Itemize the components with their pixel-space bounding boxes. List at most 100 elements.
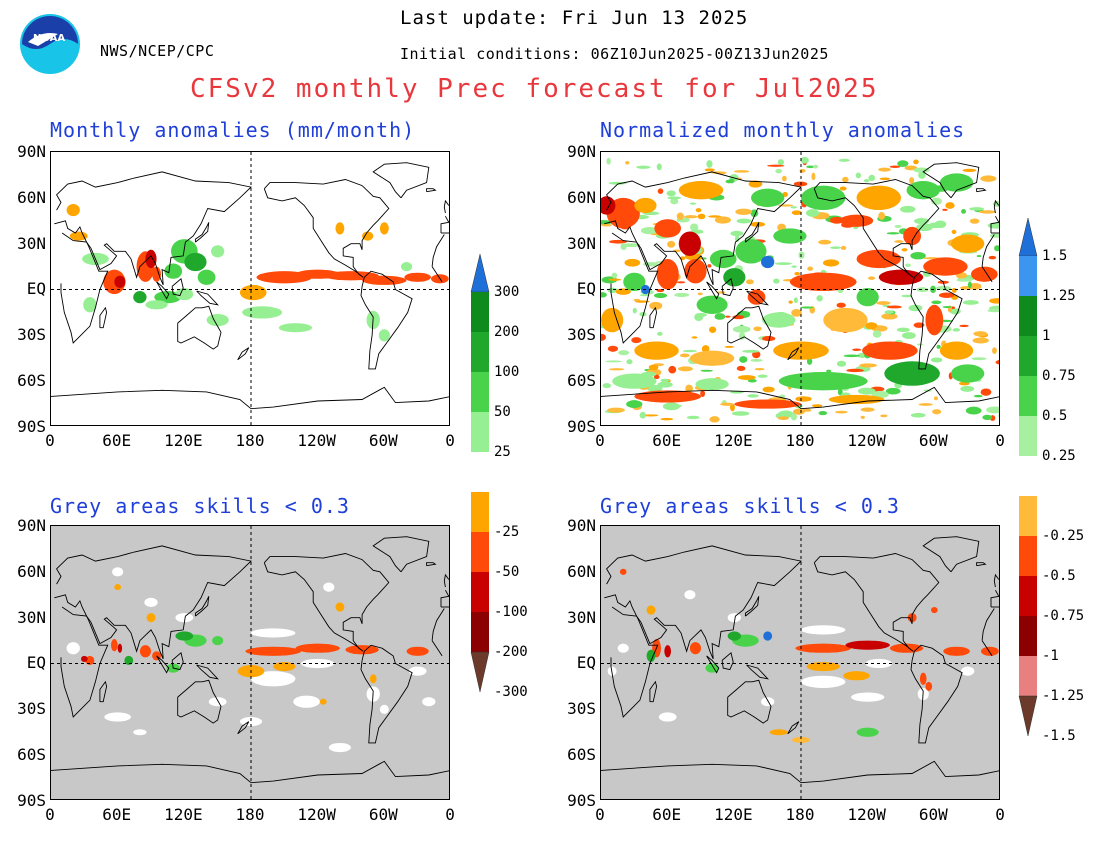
lat-label: 60N	[17, 187, 46, 207]
anomaly-patch	[818, 239, 832, 245]
lat-label: EQ	[576, 653, 596, 673]
coastline	[746, 290, 769, 306]
lat-label: 60N	[567, 561, 596, 581]
anomaly-patch	[886, 232, 900, 235]
anomaly-patch	[736, 218, 752, 224]
anomaly-patch	[951, 287, 957, 293]
anomaly-patch	[994, 245, 999, 252]
anomaly-patch	[709, 249, 737, 269]
anomaly-patch	[601, 292, 607, 298]
coastline	[156, 655, 170, 674]
anomaly-patch	[867, 276, 876, 280]
lon-label: 60E	[102, 805, 132, 824]
anomaly-patch	[799, 168, 806, 173]
lat-label: 60S	[567, 371, 596, 390]
anomaly-patch	[653, 293, 668, 299]
anomaly-patch	[667, 240, 676, 248]
anomaly-patch	[747, 289, 766, 305]
anomaly-patch	[884, 310, 894, 315]
lon-label: 180	[785, 805, 815, 824]
anomaly-patch	[791, 210, 802, 216]
anomaly-patch	[973, 331, 988, 337]
anomaly-patch	[795, 396, 812, 402]
coastline	[54, 545, 252, 660]
anomaly-patch	[682, 349, 697, 353]
coastline	[54, 171, 252, 286]
anomaly-patch	[623, 272, 646, 292]
anomaly-patch	[971, 266, 998, 282]
colorbar-label: -1.5	[1042, 728, 1076, 744]
lat-label: 90N	[567, 516, 596, 535]
anomaly-patch	[601, 333, 606, 341]
map-anomalies-mm	[50, 151, 450, 426]
low-skill-mask-gap	[801, 625, 846, 635]
low-skill-mask-gap	[422, 697, 436, 707]
anomaly-patch	[930, 357, 943, 363]
coastline	[601, 386, 999, 410]
colorbar-label: -200	[494, 644, 528, 660]
coastline	[976, 562, 987, 567]
anomaly-patch	[701, 345, 710, 353]
anomaly-patch	[278, 323, 313, 333]
anomaly-patch	[684, 258, 707, 284]
anomaly-patch	[989, 233, 999, 238]
anomaly-patch	[836, 360, 847, 367]
lon-label: 60W	[368, 431, 398, 450]
panel-title-bottom-right: Grey areas skills < 0.3	[600, 494, 900, 518]
coastline	[360, 270, 413, 370]
coastline	[171, 277, 184, 297]
coastline	[60, 232, 109, 344]
anomaly-patch	[800, 156, 809, 164]
anomaly-patch	[66, 203, 80, 217]
lat-label: 90N	[567, 142, 596, 161]
anomaly-patch	[806, 661, 840, 672]
anomaly-patch	[401, 262, 413, 272]
anomaly-patch	[146, 613, 156, 623]
colorbar-segment	[1019, 256, 1037, 296]
anomaly-patch	[602, 383, 612, 389]
anomaly-patch	[654, 219, 681, 238]
anomaly-patch	[969, 218, 980, 224]
anomaly-patch	[971, 357, 987, 361]
anomaly-patch	[901, 248, 908, 252]
anomaly-patch	[967, 281, 972, 289]
anomaly-patch	[773, 278, 780, 284]
coastline	[981, 608, 995, 641]
low-skill-mask-gap	[144, 597, 158, 607]
lat-label: 60S	[17, 745, 46, 764]
anomaly-patch	[626, 359, 633, 365]
anomaly-patch	[876, 301, 891, 305]
anomaly-patch	[164, 263, 183, 279]
colorbar-label: -1.25	[1042, 688, 1085, 704]
colorbar-label: 0.25	[1042, 448, 1076, 464]
anomaly-patch	[960, 385, 975, 392]
coastline	[721, 651, 734, 671]
lat-label: 30S	[567, 699, 596, 719]
colorbar-segment	[471, 372, 489, 412]
anomaly-patch	[133, 291, 147, 304]
anomaly-patch	[945, 202, 955, 209]
colorbar-top-arrow	[1018, 217, 1038, 257]
coastline	[910, 270, 963, 370]
low-skill-mask-gap	[323, 582, 335, 592]
coastline	[194, 222, 210, 243]
anomaly-patch	[813, 164, 819, 169]
anomaly-patch	[951, 234, 985, 253]
anomaly-patch	[823, 307, 868, 333]
anomaly-patch	[774, 262, 792, 265]
lon-label: 60E	[102, 431, 132, 450]
anomaly-patch	[117, 643, 123, 653]
anomaly-patch	[710, 171, 726, 174]
anomaly-patch	[910, 413, 926, 418]
anomaly-patch	[739, 356, 748, 363]
coastline	[156, 281, 170, 300]
anomaly-patch	[211, 245, 225, 258]
anomaly-patch	[747, 378, 757, 383]
colorbar-segment	[1019, 336, 1037, 376]
anomaly-patch	[633, 298, 641, 302]
anomaly-patch	[689, 350, 735, 366]
coastline	[177, 305, 222, 350]
colorbar-normalized: 1.5 1.25 1 0.75 0.5 0.25 -0.25 -0.5 -0.75 -1 -1.25…	[1018, 212, 1098, 744]
anomaly-patch	[640, 227, 658, 235]
anomaly-patch	[714, 216, 731, 224]
